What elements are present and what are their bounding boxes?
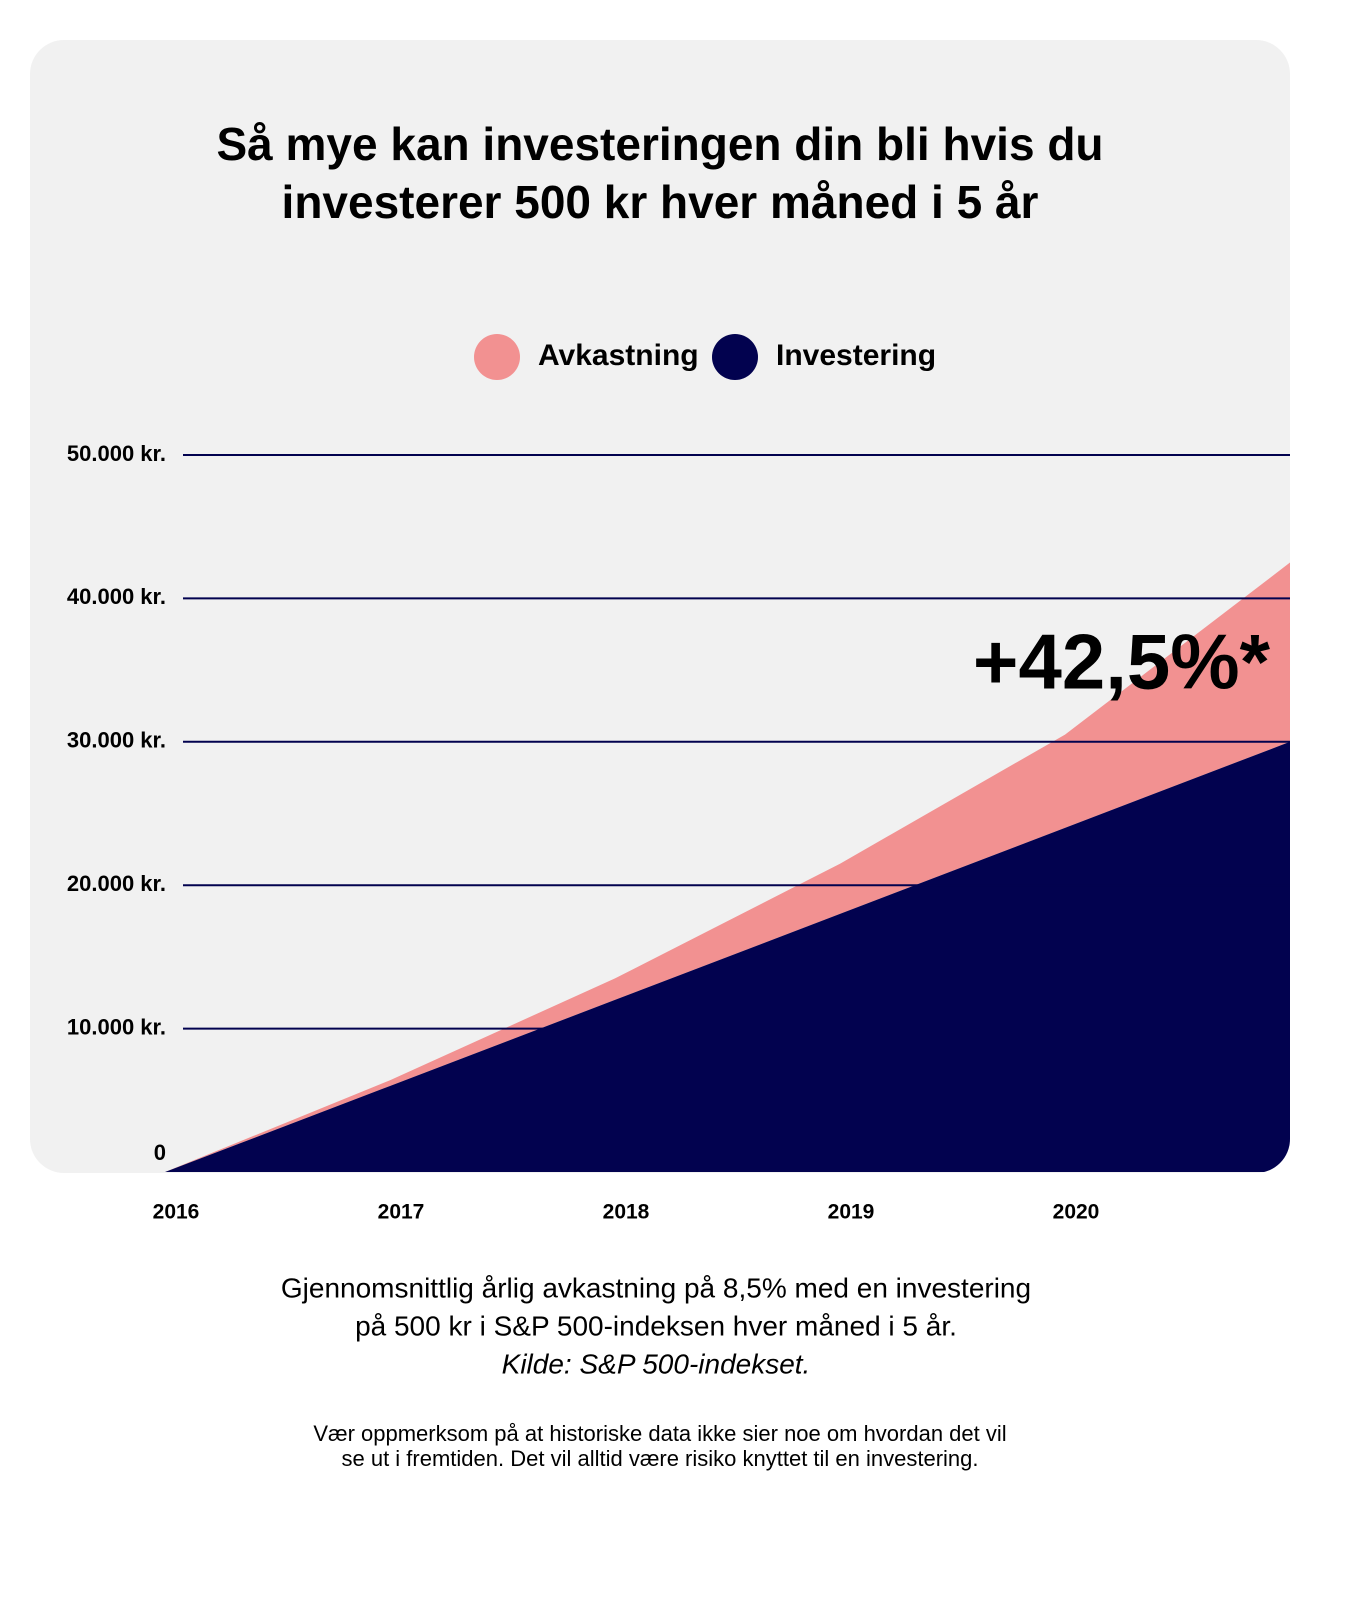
legend-label: Investering xyxy=(776,339,936,372)
caption: Gjennomsnittlig årlig avkastning på 8,5%… xyxy=(281,1272,1031,1303)
y-tick-label: 0 xyxy=(154,1140,166,1165)
x-tick-label: 2019 xyxy=(828,1201,875,1224)
caption: på 500 kr i S&P 500-indeksen hver måned … xyxy=(355,1310,957,1341)
x-tick-label: 2017 xyxy=(378,1201,425,1224)
source: Kilde: S&P 500-indekset. xyxy=(502,1348,811,1379)
annotation: +42,5%* xyxy=(973,618,1271,706)
legend-swatch xyxy=(474,334,520,380)
y-tick-label: 30.000 kr. xyxy=(67,728,166,753)
x-tick-label: 2018 xyxy=(603,1201,650,1224)
legend-label: Avkastning xyxy=(538,339,699,372)
x-tick-label: 2016 xyxy=(153,1201,200,1224)
legend-swatch xyxy=(712,334,758,380)
plot xyxy=(165,562,1290,1172)
y-tick-label: 40.000 kr. xyxy=(67,584,166,609)
disclaimer: Vær oppmerksom på at historiske data ikk… xyxy=(313,1421,1006,1446)
y-tick-label: 10.000 kr. xyxy=(67,1014,166,1039)
y-tick-label: 50.000 kr. xyxy=(67,441,166,466)
chart-title: investerer 500 kr hver måned i 5 år xyxy=(282,176,1039,228)
x-tick-label: 2020 xyxy=(1053,1201,1100,1224)
y-tick-label: 20.000 kr. xyxy=(67,871,166,896)
chart-title: Så mye kan investeringen din bli hvis du xyxy=(216,118,1103,170)
area xyxy=(165,741,1290,1172)
disclaimer: se ut i fremtiden. Det vil alltid være r… xyxy=(341,1446,978,1471)
